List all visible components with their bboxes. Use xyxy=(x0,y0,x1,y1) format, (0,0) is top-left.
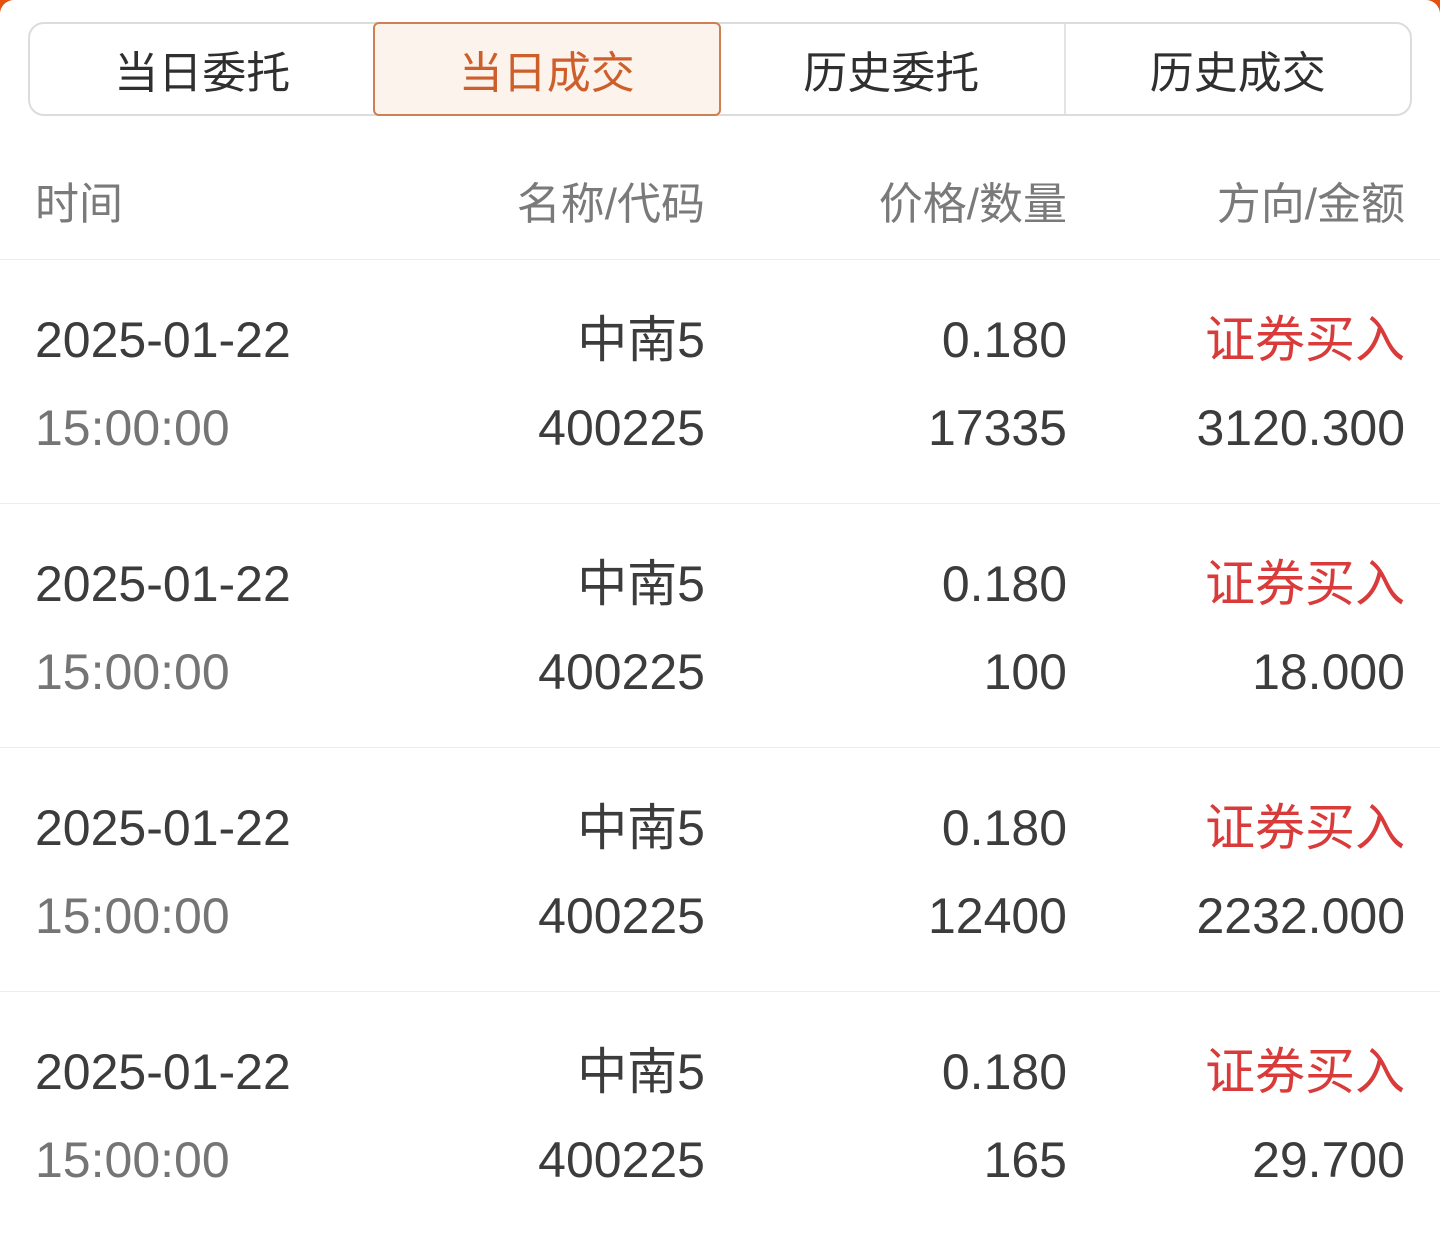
trade-date: 2025-01-22 xyxy=(35,1044,291,1100)
trade-row[interactable]: 2025-01-22 15:00:00 中南5 400225 0.180 100… xyxy=(0,504,1440,748)
tab-bar: 当日委托 当日成交 历史委托 历史成交 xyxy=(28,22,1412,116)
name-cell: 中南5 400225 xyxy=(365,1046,705,1186)
tab-label: 历史委托 xyxy=(803,49,980,98)
direction-cell: 证券买入 2232.000 xyxy=(1067,802,1405,942)
trade-amount: 2232.000 xyxy=(1196,888,1405,944)
header-name-code: 名称/代码 xyxy=(516,180,705,229)
price-cell: 0.180 100 xyxy=(705,558,1067,698)
security-code: 400225 xyxy=(538,644,705,700)
trade-time: 15:00:00 xyxy=(35,644,230,700)
time-cell: 2025-01-22 15:00:00 xyxy=(35,802,365,942)
tab-label: 当日成交 xyxy=(458,49,635,98)
header-price-quantity: 价格/数量 xyxy=(878,180,1067,229)
tab-history-trades[interactable]: 历史成交 xyxy=(1063,24,1411,114)
direction-cell: 证券买入 29.700 xyxy=(1067,1046,1405,1186)
security-code: 400225 xyxy=(538,400,705,456)
trade-date: 2025-01-22 xyxy=(35,556,291,612)
trade-row[interactable]: 2025-01-22 15:00:00 中南5 400225 0.180 173… xyxy=(0,260,1440,504)
trade-amount: 29.700 xyxy=(1252,1132,1405,1188)
trade-price: 0.180 xyxy=(941,800,1067,856)
trade-list: 2025-01-22 15:00:00 中南5 400225 0.180 173… xyxy=(0,260,1440,1235)
trade-amount: 18.000 xyxy=(1252,644,1405,700)
price-cell: 0.180 12400 xyxy=(705,802,1067,942)
trade-quantity: 17335 xyxy=(927,400,1067,456)
price-cell: 0.180 165 xyxy=(705,1046,1067,1186)
header-time: 时间 xyxy=(35,180,123,229)
table-header: 时间 名称/代码 价格/数量 方向/金额 xyxy=(0,141,1440,260)
header-direction-amount: 方向/金额 xyxy=(1216,180,1405,229)
security-name: 中南5 xyxy=(577,312,705,368)
trade-direction: 证券买入 xyxy=(1205,1044,1405,1100)
trade-direction: 证券买入 xyxy=(1205,800,1405,856)
tab-today-trades[interactable]: 当日成交 xyxy=(372,22,721,116)
name-cell: 中南5 400225 xyxy=(365,802,705,942)
tab-label: 当日委托 xyxy=(114,49,291,98)
trade-row[interactable]: 2025-01-22 15:00:00 中南5 400225 0.180 165… xyxy=(0,992,1440,1235)
time-cell: 2025-01-22 15:00:00 xyxy=(35,558,365,698)
name-cell: 中南5 400225 xyxy=(365,558,705,698)
trade-row[interactable]: 2025-01-22 15:00:00 中南5 400225 0.180 124… xyxy=(0,748,1440,992)
price-cell: 0.180 17335 xyxy=(705,314,1067,454)
security-name: 中南5 xyxy=(577,1044,705,1100)
trade-quantity: 12400 xyxy=(927,888,1067,944)
tab-today-orders[interactable]: 当日委托 xyxy=(30,24,375,114)
trade-time: 15:00:00 xyxy=(35,1132,230,1188)
trade-amount: 3120.300 xyxy=(1196,400,1405,456)
trade-date: 2025-01-22 xyxy=(35,800,291,856)
trade-date: 2025-01-22 xyxy=(35,312,291,368)
trade-quantity: 165 xyxy=(983,1132,1067,1188)
security-code: 400225 xyxy=(538,1132,705,1188)
direction-cell: 证券买入 18.000 xyxy=(1067,558,1405,698)
trade-price: 0.180 xyxy=(941,312,1067,368)
time-cell: 2025-01-22 15:00:00 xyxy=(35,314,365,454)
trade-price: 0.180 xyxy=(941,556,1067,612)
trade-direction: 证券买入 xyxy=(1205,556,1405,612)
trade-direction: 证券买入 xyxy=(1205,312,1405,368)
tab-label: 历史成交 xyxy=(1149,49,1326,98)
trade-price: 0.180 xyxy=(941,1044,1067,1100)
trade-quantity: 100 xyxy=(983,644,1067,700)
time-cell: 2025-01-22 15:00:00 xyxy=(35,1046,365,1186)
direction-cell: 证券买入 3120.300 xyxy=(1067,314,1405,454)
security-name: 中南5 xyxy=(577,556,705,612)
trade-time: 15:00:00 xyxy=(35,888,230,944)
trade-time: 15:00:00 xyxy=(35,400,230,456)
security-code: 400225 xyxy=(538,888,705,944)
name-cell: 中南5 400225 xyxy=(365,314,705,454)
tab-history-orders[interactable]: 历史委托 xyxy=(719,24,1064,114)
security-name: 中南5 xyxy=(577,800,705,856)
